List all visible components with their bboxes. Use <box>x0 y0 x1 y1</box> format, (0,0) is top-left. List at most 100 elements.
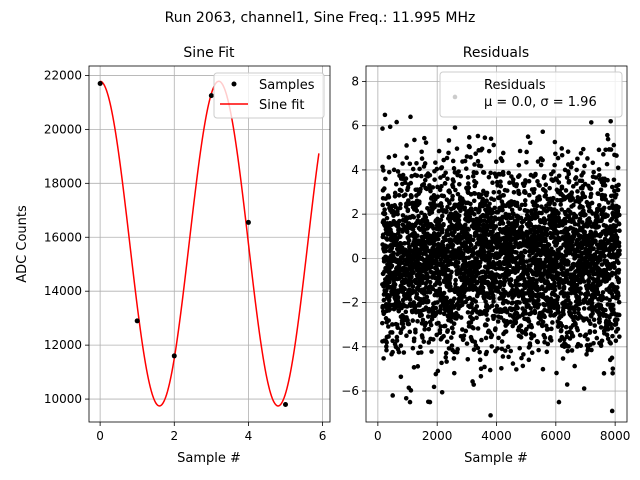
residual-point <box>392 190 398 196</box>
residual-point <box>495 319 501 324</box>
residual-point <box>435 368 441 374</box>
residual-point <box>612 264 617 270</box>
residual-point <box>602 193 608 198</box>
residual-point <box>607 205 612 211</box>
residual-point <box>503 329 509 334</box>
residual-point <box>550 195 556 201</box>
residual-point <box>582 229 588 235</box>
residual-point <box>539 210 544 216</box>
residual-point <box>573 214 579 220</box>
residual-point <box>419 312 424 318</box>
residual-point <box>468 201 473 207</box>
residual-point <box>583 295 589 301</box>
residual-point <box>384 215 390 221</box>
residual-point <box>559 207 564 212</box>
residuals-ytick-label: −6 <box>341 384 359 398</box>
residual-point <box>505 300 511 305</box>
residual-point <box>550 231 556 236</box>
residual-point <box>425 314 431 319</box>
residual-point <box>458 208 463 214</box>
residual-point <box>488 170 493 176</box>
residual-point <box>471 347 477 352</box>
residual-point <box>488 136 494 142</box>
residual-point <box>427 289 433 295</box>
residual-point <box>447 201 452 206</box>
residual-point <box>430 337 436 342</box>
residual-point <box>413 329 418 335</box>
residual-point <box>552 139 558 145</box>
residual-point <box>556 399 562 405</box>
residual-point <box>386 194 392 200</box>
residual-point <box>455 260 461 265</box>
residual-point <box>597 312 602 318</box>
residual-point <box>616 182 621 188</box>
residual-point <box>392 153 398 159</box>
residual-point <box>500 207 505 213</box>
residual-point <box>501 193 506 198</box>
residual-point <box>470 173 476 179</box>
residual-point <box>522 202 528 208</box>
residual-point <box>504 188 510 193</box>
residual-point <box>611 260 617 266</box>
residual-point <box>517 206 523 212</box>
residual-point <box>422 327 427 332</box>
residual-point <box>417 166 422 172</box>
residual-point <box>493 326 498 331</box>
residual-point <box>617 248 622 253</box>
residual-point <box>581 279 587 284</box>
residual-point <box>455 346 460 352</box>
residual-point <box>511 189 517 195</box>
residual-point <box>487 367 493 373</box>
residual-point <box>523 311 529 316</box>
residual-point <box>545 226 550 232</box>
residual-point <box>480 196 486 202</box>
residual-point <box>534 214 540 220</box>
residual-point <box>569 190 575 195</box>
residual-point <box>575 222 581 227</box>
residual-point <box>594 335 600 341</box>
sine-fit-line <box>99 80 320 407</box>
residual-point <box>597 319 602 324</box>
sine-fit-xtick-label: 4 <box>245 429 253 443</box>
residual-point <box>479 146 485 152</box>
residual-point <box>536 347 541 353</box>
residual-point <box>456 169 461 174</box>
residual-point <box>460 251 466 257</box>
residual-point <box>598 187 604 193</box>
residual-point <box>523 178 528 183</box>
residual-point <box>391 250 396 256</box>
residual-point <box>617 334 622 339</box>
residual-point <box>397 205 403 211</box>
residual-point <box>403 395 409 401</box>
residual-point <box>552 162 557 168</box>
residual-point <box>598 343 604 349</box>
residual-point <box>613 320 619 326</box>
figure-title: Run 2063, channel1, Sine Freq.: 11.995 M… <box>165 10 476 26</box>
residual-point <box>540 129 546 135</box>
residual-point <box>429 349 434 354</box>
residual-point <box>484 190 490 196</box>
residual-point <box>410 166 416 172</box>
residual-point <box>521 259 526 264</box>
residual-point <box>481 170 487 175</box>
residual-point <box>451 179 456 184</box>
residual-point <box>380 164 385 170</box>
residual-point <box>414 173 420 178</box>
residual-point <box>417 199 422 204</box>
residual-point <box>549 326 554 332</box>
residual-point <box>444 155 450 161</box>
residual-point <box>462 205 468 210</box>
sine-fit-marks <box>97 80 320 407</box>
residual-point <box>484 349 490 355</box>
residual-point <box>610 366 616 371</box>
residual-point <box>439 165 445 170</box>
residual-point <box>591 340 596 346</box>
residual-point <box>382 186 387 191</box>
residual-point <box>499 339 505 344</box>
residual-point <box>453 281 458 287</box>
residual-point <box>570 184 576 189</box>
residual-point <box>610 198 615 204</box>
residual-point <box>404 229 410 235</box>
residual-point <box>419 149 424 155</box>
residual-point <box>422 161 428 166</box>
